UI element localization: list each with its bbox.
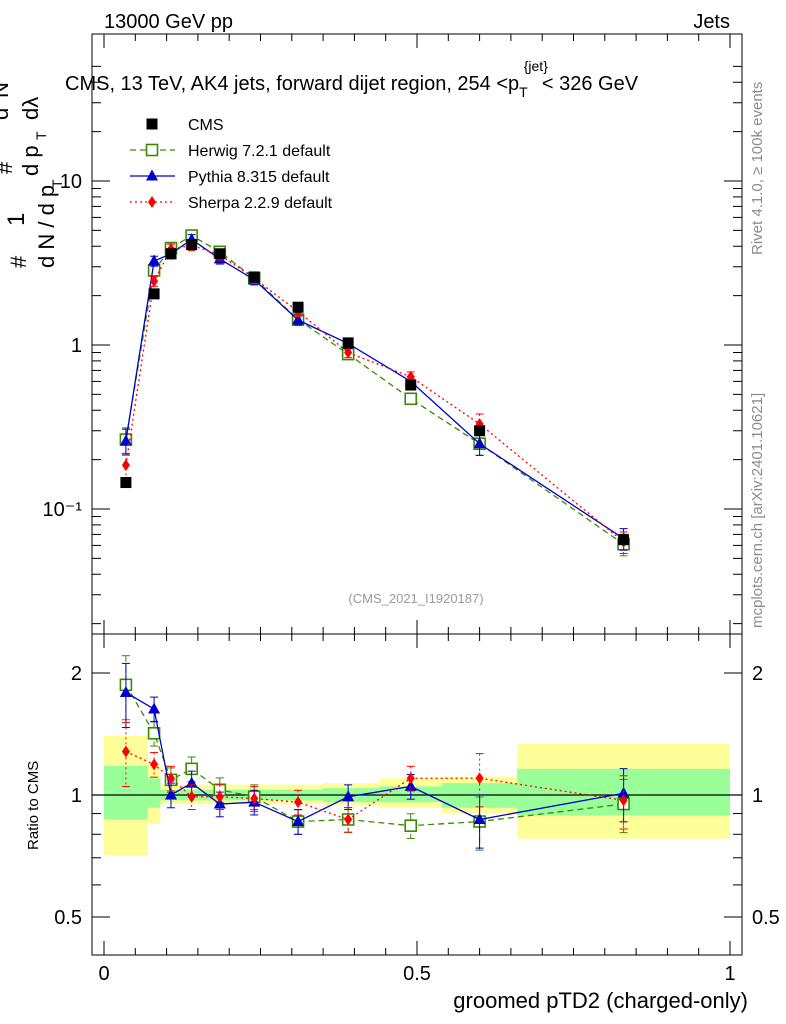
data-point-cms xyxy=(342,337,354,349)
series-point-ratio xyxy=(475,772,484,785)
y-tick-label: 10 xyxy=(60,171,82,193)
main-panel: 10⁻¹ 1 10 xyxy=(43,33,743,635)
series-line-ratio xyxy=(125,750,624,821)
ratio-axis-title: Ratio to CMS xyxy=(25,761,42,850)
svg-text:d: d xyxy=(0,108,13,120)
ratio-tick-label: 2 xyxy=(752,663,763,685)
series-point-ratio xyxy=(619,794,628,807)
data-point-cms xyxy=(405,379,417,391)
ratio-band-inner xyxy=(104,765,148,820)
series-line-main xyxy=(125,244,624,543)
series-point-ratio xyxy=(213,797,226,809)
y-tick-label: 10⁻¹ xyxy=(43,499,83,521)
data-point-cms xyxy=(148,288,160,300)
legend-marker xyxy=(146,169,158,181)
x-tick-label: 0 xyxy=(98,963,109,985)
series-point-ratio xyxy=(294,796,303,809)
series-point-ratio xyxy=(166,772,175,785)
svg-text:d p: d p xyxy=(18,145,43,176)
legend-marker xyxy=(145,143,159,157)
svg-text:d N / d p: d N / d p xyxy=(34,185,59,268)
data-point-cms xyxy=(120,477,132,489)
legend-marker xyxy=(146,118,158,130)
series-point-ratio xyxy=(164,788,177,800)
series-point-main xyxy=(473,437,486,449)
rivet-version-label: Rivet 4.1.0, ≥ 100k events xyxy=(749,82,766,255)
legend: CMS Herwig 7.2.1 default Pythia 8.315 defa… xyxy=(130,117,333,212)
series-point-ratio xyxy=(187,790,196,803)
series-point-ratio xyxy=(473,813,486,825)
jets-label: Jets xyxy=(693,11,730,33)
chart-title: CMS, 13 TeV, AK4 jets, forward dijet reg… xyxy=(65,58,639,100)
svg-text:#: # xyxy=(6,255,31,268)
series-line-ratio xyxy=(125,684,624,827)
data-point-cms xyxy=(474,425,486,437)
mcplots-label: mcplots.cern.ch [arXiv:2401.10621] xyxy=(749,393,766,628)
legend-label: Pythia 8.315 default xyxy=(188,169,330,186)
series-point-main xyxy=(404,392,418,406)
data-point-cms xyxy=(292,301,304,313)
data-point-cms xyxy=(165,248,177,260)
series-point-main xyxy=(150,275,159,288)
series-point-ratio xyxy=(406,772,415,785)
svg-text:T: T xyxy=(49,179,65,188)
series-point-ratio xyxy=(215,790,224,803)
series-point-main xyxy=(121,459,130,472)
y-tick-label: 1 xyxy=(71,335,82,357)
series-point-ratio xyxy=(344,813,353,826)
series-point-main xyxy=(119,434,132,446)
series-point-ratio xyxy=(292,815,305,827)
series-point-ratio xyxy=(250,792,259,805)
data-point-cms xyxy=(186,239,198,251)
y-axis-title: # 1 d N / d p T # d p T d 2 N dλ xyxy=(0,82,65,268)
ratio-tick-label: 0.5 xyxy=(54,907,82,929)
x-tick-label: 0.5 xyxy=(403,963,431,985)
series-point-ratio xyxy=(342,790,355,802)
series-point-ratio xyxy=(150,758,159,771)
data-point-cms xyxy=(618,534,630,546)
data-point-cms xyxy=(248,271,260,283)
series-line-main xyxy=(125,234,624,545)
series-point-ratio xyxy=(148,702,161,714)
series-point-main xyxy=(344,346,353,359)
series-point-ratio xyxy=(404,819,418,832)
x-tick-label: 1 xyxy=(724,963,735,985)
energy-label: 13000 GeV pp xyxy=(104,11,233,33)
series-point-ratio xyxy=(121,745,130,758)
data-point-cms xyxy=(214,248,226,260)
analysis-id-watermark: (CMS_2021_I1920187) xyxy=(348,591,483,606)
svg-text:T: T xyxy=(33,131,49,140)
series-point-ratio xyxy=(147,726,161,740)
ratio-tick-label: 1 xyxy=(71,785,82,807)
legend-label: Sherpa 2.2.9 default xyxy=(188,195,333,212)
x-axis-title: groomed pTD2 (charged-only) xyxy=(453,988,748,1013)
legend-label: CMS xyxy=(188,117,224,134)
svg-text:#: # xyxy=(0,161,17,174)
series-point-main xyxy=(148,254,161,266)
ratio-panel: 0 0.5 1 0.5 0.5 1 1 2 2 xyxy=(54,633,780,985)
series-line-main xyxy=(125,238,624,540)
legend-label: Herwig 7.2.1 default xyxy=(188,143,331,160)
ratio-band-inner xyxy=(147,778,161,808)
series-point-ratio xyxy=(119,686,132,698)
series-point-ratio xyxy=(404,779,417,791)
svg-text:dλ: dλ xyxy=(18,97,43,120)
ratio-tick-label: 1 xyxy=(752,785,763,807)
svg-text:N: N xyxy=(0,82,13,98)
legend-marker xyxy=(148,196,156,208)
ratio-tick-label: 2 xyxy=(71,663,82,685)
series-point-main xyxy=(292,313,305,325)
ratio-tick-label: 0.5 xyxy=(752,907,780,929)
svg-text:1: 1 xyxy=(3,213,30,226)
